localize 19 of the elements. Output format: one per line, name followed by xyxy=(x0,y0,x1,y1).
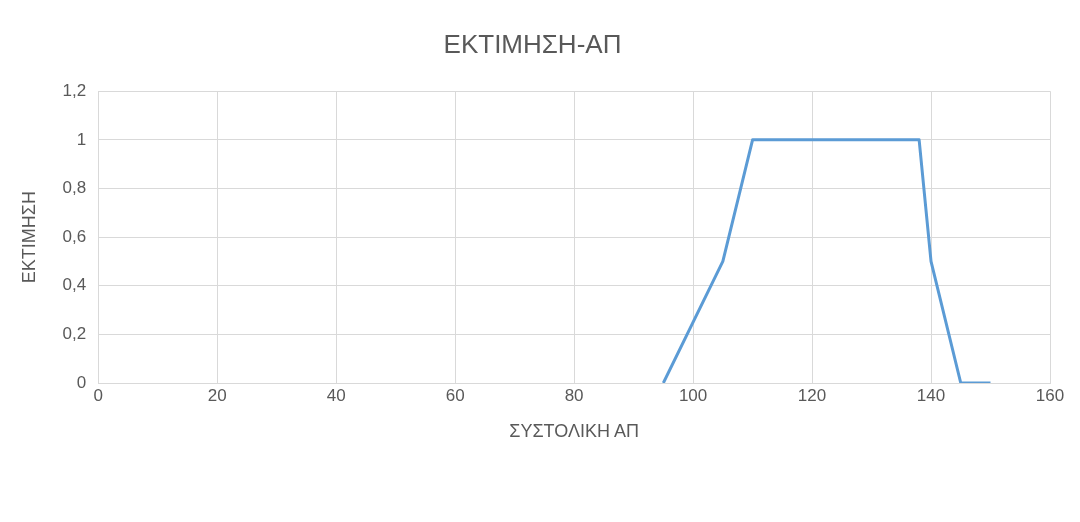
x-axis-title: ΣΥΣΤΟΛΙΚΗ ΑΠ xyxy=(509,421,639,442)
y-tick-label: 0 xyxy=(76,372,87,392)
x-tick-label: 160 xyxy=(1035,385,1065,405)
x-tick-label: 140 xyxy=(916,385,946,405)
x-tick-label: 0 xyxy=(93,385,103,405)
x-tick-label: 20 xyxy=(207,385,227,405)
y-tick-label: 1,2 xyxy=(62,80,87,100)
x-tick-label: 100 xyxy=(678,385,708,405)
y-tick-label: 0,6 xyxy=(62,226,87,246)
y-tick-label: 0,4 xyxy=(62,275,87,295)
chart-title: ΕΚΤΙΜΗΣΗ-ΑΠ xyxy=(443,28,622,59)
x-tick-label: 40 xyxy=(326,385,346,405)
y-axis-title: ΕΚΤΙΜΗΣΗ xyxy=(18,191,39,284)
x-tick-label: 120 xyxy=(797,385,827,405)
x-tick-label: 60 xyxy=(445,385,465,405)
x-tick-label: 80 xyxy=(564,385,584,405)
y-tick-label: 1 xyxy=(76,129,87,149)
y-tick-label: 0,8 xyxy=(62,178,87,198)
y-tick-label: 0,2 xyxy=(62,324,87,344)
